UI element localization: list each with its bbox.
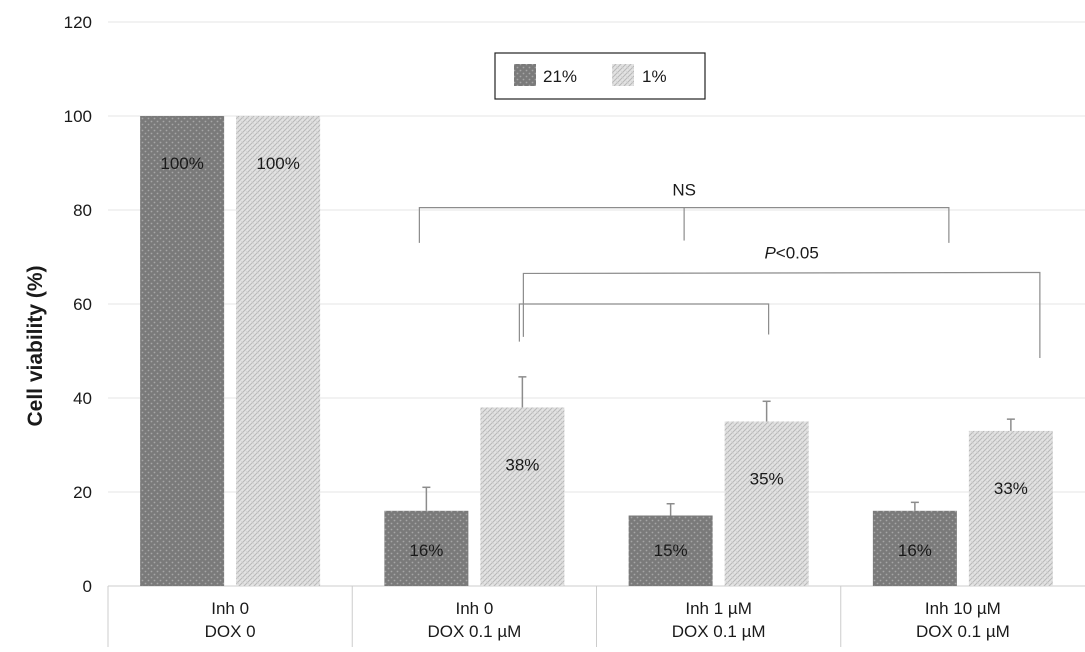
- y-tick-label: 60: [73, 295, 92, 314]
- x-tick-label: Inh 0: [455, 599, 493, 618]
- y-tick-label: 80: [73, 201, 92, 220]
- data-label: 33%: [994, 479, 1028, 498]
- bar: [384, 510, 469, 586]
- data-label: 100%: [256, 154, 299, 173]
- x-tick-label: Inh 0: [211, 599, 249, 618]
- bar: [480, 407, 565, 586]
- bar: [872, 510, 957, 586]
- legend-label: 1%: [642, 67, 667, 86]
- y-axis-label: Cell viability (%): [24, 265, 47, 426]
- y-tick-label: 100: [64, 107, 92, 126]
- legend-swatch: [514, 64, 536, 86]
- bar: [140, 116, 225, 586]
- bar: [968, 430, 1053, 586]
- data-label: 35%: [750, 470, 784, 489]
- axes: 0 20 40 60 80 100 120 Inh 0 DOX 0 Inh 0 DOX 0.1 µM…: [64, 13, 1010, 647]
- legend: 21% 1%: [494, 52, 706, 100]
- y-tick-label: 0: [83, 577, 92, 596]
- significance-annotations: NS P<0.05: [418, 181, 1041, 359]
- legend-swatch: [612, 64, 634, 86]
- x-tick-label: DOX 0.1 µM: [916, 622, 1010, 641]
- ns-label: NS: [672, 181, 696, 200]
- x-tick-label: Inh 10 µM: [925, 599, 1001, 618]
- legend-label: 21%: [543, 67, 577, 86]
- y-tick-label: 120: [64, 13, 92, 32]
- p-bracket-outer: [522, 271, 1041, 359]
- bar: [628, 515, 713, 586]
- x-tick-label: DOX 0.1 µM: [672, 622, 766, 641]
- data-label: 100%: [160, 154, 203, 173]
- x-tick-label: DOX 0: [205, 622, 256, 641]
- bars: [140, 116, 1053, 586]
- x-tick-label: Inh 1 µM: [685, 599, 752, 618]
- p-bracket-inner: [518, 303, 770, 342]
- bar: [236, 116, 321, 586]
- y-tick-label: 20: [73, 483, 92, 502]
- data-label: 15%: [654, 541, 688, 560]
- y-tick-label: 40: [73, 389, 92, 408]
- data-label: 38%: [505, 455, 539, 474]
- x-tick-label: DOX 0.1 µM: [427, 622, 521, 641]
- data-label: 16%: [898, 541, 932, 560]
- bar: [724, 421, 809, 586]
- data-labels: 100% 100% 16% 38% 15% 35% 16% 33%: [160, 154, 1028, 560]
- data-label: 16%: [409, 541, 443, 560]
- error-bars: [422, 376, 1015, 516]
- p-value-label: P<0.05: [764, 243, 818, 262]
